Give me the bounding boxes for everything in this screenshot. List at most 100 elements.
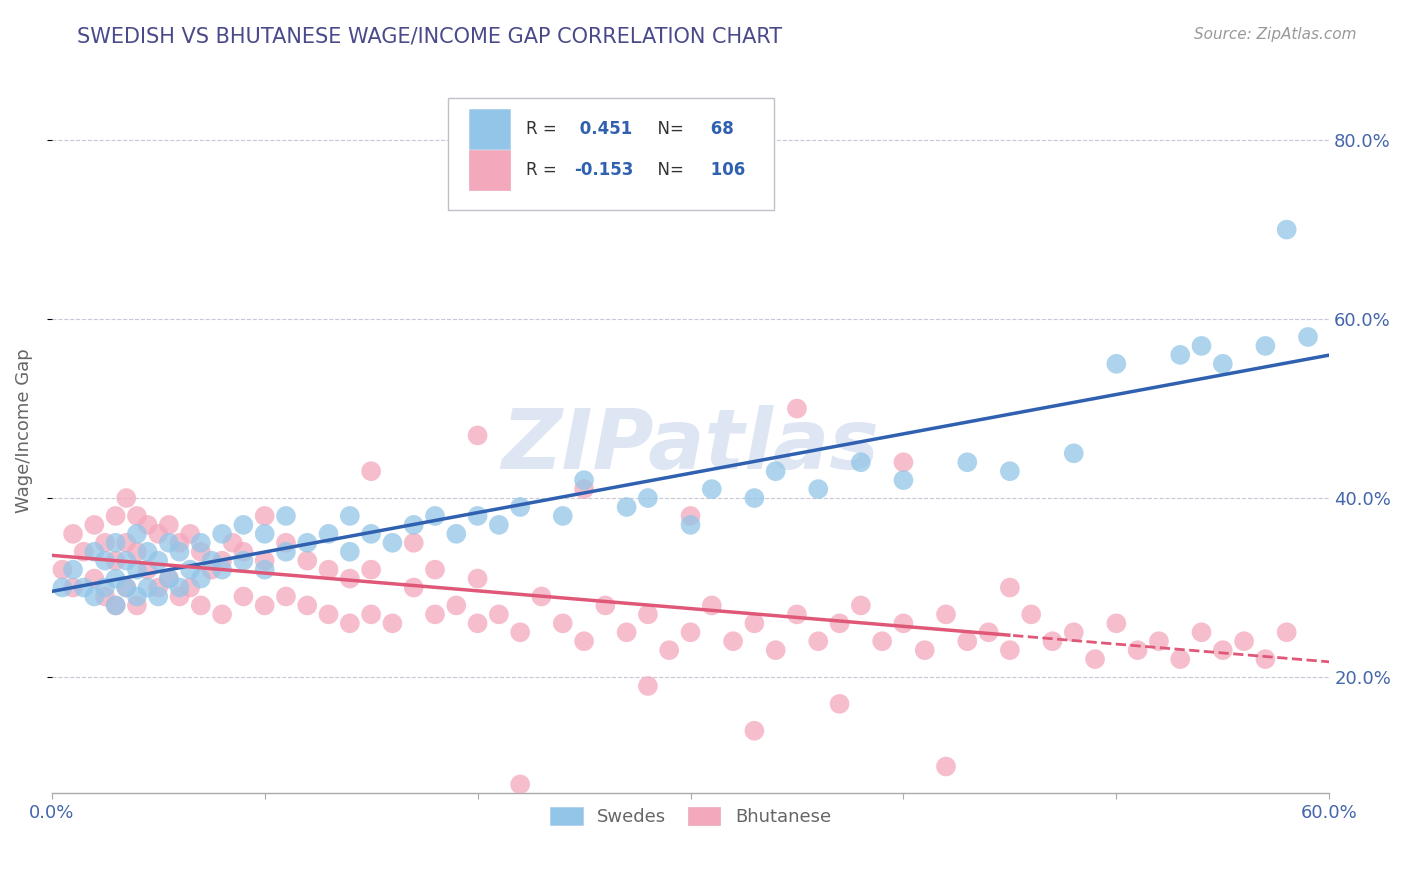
Point xyxy=(935,607,957,622)
Point xyxy=(232,554,254,568)
Point xyxy=(360,563,382,577)
Point xyxy=(1254,339,1277,353)
Point xyxy=(94,536,117,550)
Point xyxy=(1254,652,1277,666)
Point xyxy=(1126,643,1149,657)
Point xyxy=(956,634,979,648)
Point xyxy=(115,581,138,595)
Point xyxy=(125,508,148,523)
Point xyxy=(467,428,489,442)
Point xyxy=(73,581,96,595)
Point xyxy=(893,455,915,469)
Point xyxy=(1233,634,1256,648)
Point xyxy=(104,508,127,523)
Point xyxy=(402,581,425,595)
Bar xyxy=(470,150,510,190)
Point xyxy=(765,643,787,657)
Point xyxy=(977,625,1000,640)
Point xyxy=(62,526,84,541)
Point xyxy=(1296,330,1319,344)
Point xyxy=(616,500,638,514)
Point xyxy=(222,536,245,550)
Point xyxy=(402,517,425,532)
Point xyxy=(807,634,830,648)
Point xyxy=(679,508,702,523)
Text: SWEDISH VS BHUTANESE WAGE/INCOME GAP CORRELATION CHART: SWEDISH VS BHUTANESE WAGE/INCOME GAP COR… xyxy=(77,27,783,46)
Point xyxy=(104,554,127,568)
Point xyxy=(700,482,723,496)
Point xyxy=(83,590,105,604)
Point xyxy=(253,526,276,541)
Point xyxy=(360,607,382,622)
Point xyxy=(157,572,180,586)
Point xyxy=(765,464,787,478)
Point xyxy=(807,482,830,496)
Point xyxy=(211,526,233,541)
Point xyxy=(115,536,138,550)
Point xyxy=(232,517,254,532)
Legend: Swedes, Bhutanese: Swedes, Bhutanese xyxy=(541,797,839,835)
Point xyxy=(297,554,319,568)
Point xyxy=(104,536,127,550)
Point xyxy=(136,563,159,577)
Text: ZIPatlas: ZIPatlas xyxy=(502,405,879,486)
Point xyxy=(94,554,117,568)
Point xyxy=(190,572,212,586)
Point xyxy=(339,508,361,523)
Point xyxy=(744,723,766,738)
Point xyxy=(274,508,297,523)
Point xyxy=(211,563,233,577)
Point xyxy=(1275,222,1298,236)
Point xyxy=(423,508,446,523)
Point xyxy=(595,599,617,613)
Point xyxy=(679,625,702,640)
Point xyxy=(136,517,159,532)
Point xyxy=(157,572,180,586)
Point xyxy=(423,563,446,577)
Point xyxy=(1191,339,1213,353)
Point xyxy=(786,401,808,416)
Point xyxy=(94,581,117,595)
Point xyxy=(998,581,1021,595)
Point xyxy=(318,607,340,622)
Point xyxy=(786,607,808,622)
Point xyxy=(232,590,254,604)
Text: 0.451: 0.451 xyxy=(574,120,633,137)
Point xyxy=(744,491,766,505)
Y-axis label: Wage/Income Gap: Wage/Income Gap xyxy=(15,349,32,513)
Point xyxy=(125,526,148,541)
Point xyxy=(190,545,212,559)
Point xyxy=(339,545,361,559)
Point xyxy=(893,616,915,631)
Point xyxy=(211,554,233,568)
Point xyxy=(200,554,222,568)
Point xyxy=(253,554,276,568)
Point xyxy=(1019,607,1042,622)
Point xyxy=(169,590,191,604)
Point xyxy=(148,526,170,541)
Point xyxy=(211,607,233,622)
Point xyxy=(179,526,201,541)
Point xyxy=(1147,634,1170,648)
Point xyxy=(62,581,84,595)
Point xyxy=(104,572,127,586)
Point xyxy=(530,590,553,604)
Point xyxy=(253,563,276,577)
Point xyxy=(1042,634,1064,648)
Point xyxy=(157,536,180,550)
Point xyxy=(1191,625,1213,640)
Point xyxy=(616,625,638,640)
Point xyxy=(998,643,1021,657)
Point xyxy=(488,517,510,532)
Point xyxy=(849,455,872,469)
Point xyxy=(1212,643,1234,657)
Bar xyxy=(470,109,510,149)
Point xyxy=(51,581,73,595)
Point xyxy=(1168,348,1191,362)
Point xyxy=(828,616,851,631)
Point xyxy=(73,545,96,559)
Point xyxy=(893,473,915,487)
FancyBboxPatch shape xyxy=(447,97,773,210)
Point xyxy=(744,616,766,631)
Point xyxy=(658,643,681,657)
